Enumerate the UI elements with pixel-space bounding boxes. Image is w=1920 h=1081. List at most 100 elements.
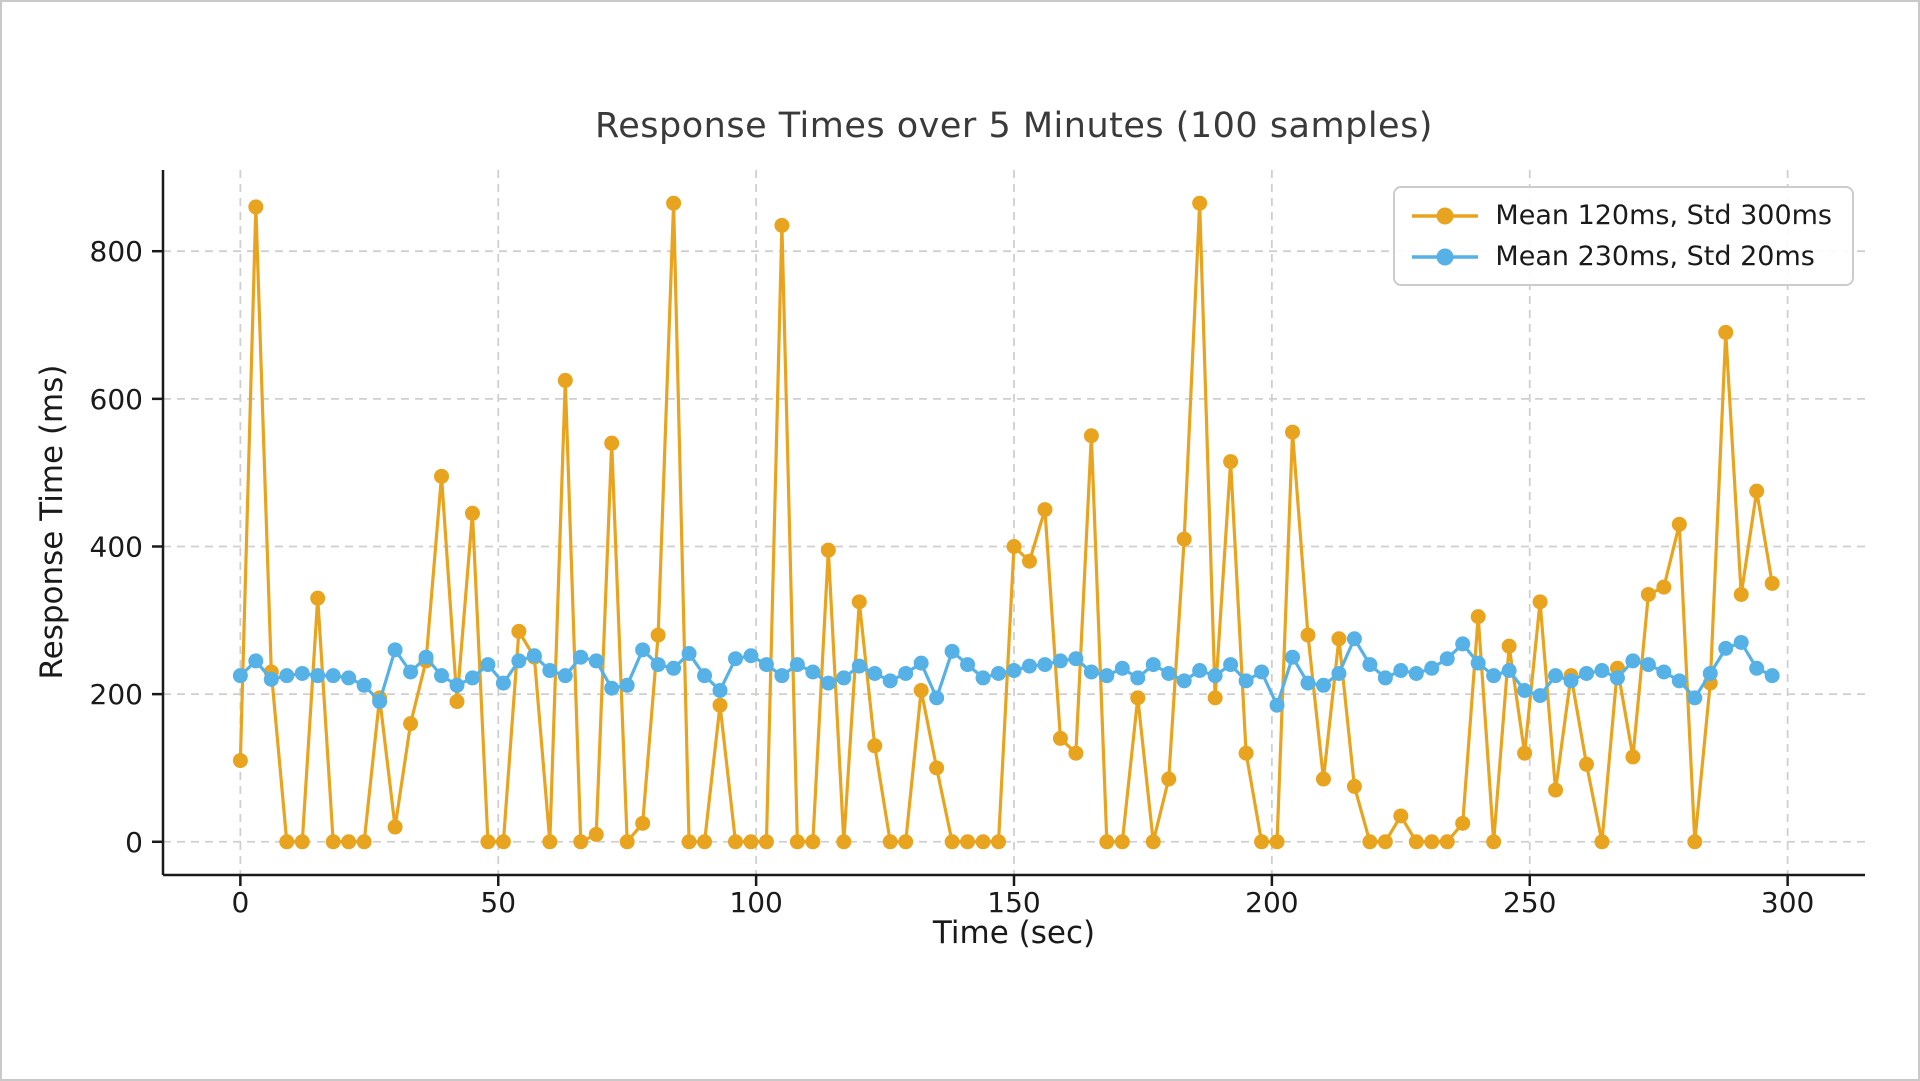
- blue-series-marker: [650, 657, 666, 673]
- blue-series-marker: [789, 657, 805, 673]
- blue-series-marker: [310, 668, 326, 684]
- blue-series-marker: [666, 660, 682, 676]
- legend-label-mean230: Mean 230ms, Std 20ms: [1495, 241, 1815, 272]
- blue-series-marker: [1578, 665, 1594, 681]
- orange-series-marker: [232, 753, 248, 769]
- legend-box: Mean 120ms, Std 300ms Mean 230ms, Std 20…: [1393, 186, 1854, 286]
- orange-series-marker: [449, 694, 465, 710]
- orange-series-marker: [1439, 834, 1455, 850]
- orange-series-marker: [1052, 730, 1068, 746]
- blue-series-marker: [511, 653, 527, 669]
- orange-series-marker: [697, 834, 713, 850]
- blue-series-marker: [1362, 657, 1378, 673]
- orange-series-marker: [356, 834, 372, 850]
- orange-series-marker: [619, 834, 635, 850]
- orange-series-marker: [1099, 834, 1115, 850]
- blue-series-marker: [1161, 665, 1177, 681]
- blue-series-marker: [1285, 649, 1301, 665]
- orange-series-marker: [867, 738, 883, 754]
- blue-series-marker: [1671, 673, 1687, 689]
- orange-series-marker: [1455, 815, 1471, 831]
- orange-series-marker: [1114, 834, 1130, 850]
- blue-series-marker: [1594, 663, 1610, 679]
- orange-series-marker: [1285, 424, 1301, 440]
- blue-series-marker: [1625, 653, 1641, 669]
- orange-series-marker: [681, 834, 697, 850]
- orange-series-marker: [727, 834, 743, 850]
- blue-series-marker: [1439, 651, 1455, 667]
- x-tick-label: 150: [987, 886, 1040, 919]
- blue-series-marker: [727, 651, 743, 667]
- legend-item-mean120: Mean 120ms, Std 300ms: [1409, 200, 1832, 231]
- blue-series-marker: [1702, 665, 1718, 681]
- blue-series-marker: [758, 657, 774, 673]
- blue-series-marker: [1346, 631, 1362, 647]
- orange-series-marker: [929, 760, 945, 776]
- blue-series-marker: [1609, 670, 1625, 686]
- blue-series-marker: [1532, 688, 1548, 704]
- blue-series-marker: [387, 642, 403, 658]
- orange-series-marker: [542, 834, 558, 850]
- orange-series-marker: [1315, 771, 1331, 787]
- orange-series-marker: [650, 627, 666, 643]
- blue-series-marker: [1470, 655, 1486, 671]
- orange-series-marker: [248, 199, 264, 215]
- orange-series-marker: [805, 834, 821, 850]
- orange-series-marker: [1331, 631, 1347, 647]
- chart-title: Response Times over 5 Minutes (100 sampl…: [595, 106, 1433, 146]
- blue-series-marker: [913, 655, 929, 671]
- blue-series-marker: [882, 673, 898, 689]
- orange-series-marker: [1269, 834, 1285, 850]
- orange-series-marker: [480, 834, 496, 850]
- orange-series-marker: [341, 834, 357, 850]
- orange-series-marker: [991, 834, 1007, 850]
- blue-series-marker: [1455, 636, 1471, 652]
- orange-series-marker: [898, 834, 914, 850]
- orange-series-marker: [774, 217, 790, 233]
- y-tick-label: 200: [90, 678, 143, 711]
- blue-series-marker: [635, 642, 651, 658]
- legend-marker-blue: [1436, 248, 1454, 265]
- orange-series-marker: [1021, 553, 1037, 569]
- blue-series-marker: [1393, 663, 1409, 679]
- blue-series-marker: [960, 657, 976, 673]
- blue-series-marker: [232, 668, 248, 684]
- orange-series-marker: [1749, 483, 1765, 499]
- blue-series-marker: [1223, 657, 1239, 673]
- orange-series-marker: [666, 195, 682, 211]
- y-axis-label: Response Time (ms): [34, 364, 70, 680]
- blue-series-marker: [1640, 657, 1656, 673]
- blue-series-marker: [1269, 697, 1285, 713]
- blue-series-marker: [1656, 664, 1672, 680]
- blue-series-marker: [526, 648, 542, 664]
- orange-series-marker: [1532, 594, 1548, 610]
- orange-series-marker: [635, 815, 651, 831]
- orange-series-marker: [1424, 834, 1440, 850]
- orange-series-marker: [1517, 745, 1533, 761]
- orange-series-marker: [1733, 586, 1749, 602]
- orange-series-marker: [712, 697, 728, 713]
- orange-series-marker: [1687, 834, 1703, 850]
- y-tick-label: 0: [125, 826, 143, 859]
- orange-series-marker: [310, 590, 326, 606]
- blue-series-marker: [805, 664, 821, 680]
- blue-series-marker: [1517, 682, 1533, 698]
- orange-series-marker: [1130, 690, 1146, 706]
- blue-series-marker: [1300, 675, 1316, 691]
- blue-series-marker: [557, 668, 573, 684]
- blue-series-marker: [820, 675, 836, 691]
- orange-series-marker: [1718, 324, 1734, 340]
- orange-series-marker: [1176, 531, 1192, 547]
- orange-series-marker: [1501, 638, 1517, 654]
- orange-series-marker: [1238, 745, 1254, 761]
- blue-series-marker: [1145, 657, 1161, 673]
- orange-series-marker: [294, 834, 310, 850]
- orange-series-marker: [557, 372, 573, 388]
- y-tick-label: 400: [90, 530, 143, 563]
- blue-series-marker: [294, 665, 310, 681]
- orange-series-marker: [1254, 834, 1270, 850]
- blue-series-marker: [604, 680, 620, 696]
- orange-series-marker: [1578, 756, 1594, 772]
- y-tick-label: 600: [90, 383, 143, 416]
- orange-series-marker: [1764, 575, 1780, 591]
